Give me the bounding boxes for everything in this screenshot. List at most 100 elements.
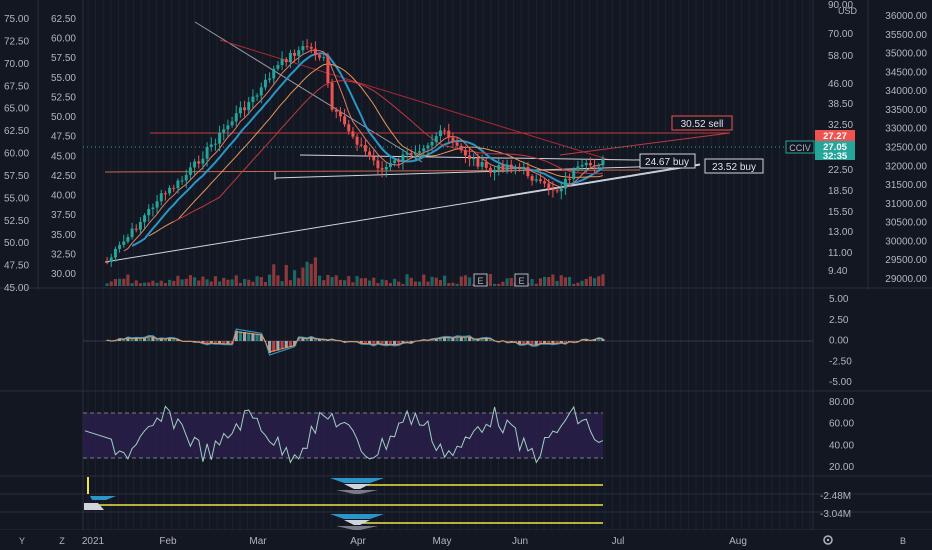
earnings-markers[interactable]: E E	[473, 273, 529, 287]
candle-body[interactable]	[276, 65, 280, 69]
candle-body[interactable]	[438, 130, 442, 137]
candle-body[interactable]	[463, 150, 467, 156]
secondary-price-axis[interactable]: 36000.00 35500.00 35000.00 34500.00 34000.00…	[885, 11, 927, 285]
candle-body[interactable]	[284, 59, 288, 63]
symbol-badge[interactable]: CCIV	[785, 140, 815, 154]
candle-body[interactable]	[347, 124, 351, 132]
candle-body[interactable]	[526, 167, 530, 177]
candle-body[interactable]	[576, 166, 580, 170]
candle-body[interactable]	[376, 160, 380, 169]
candle-body[interactable]	[143, 215, 147, 223]
candle-body[interactable]	[497, 165, 501, 170]
candle-body[interactable]	[351, 131, 355, 137]
candle-body[interactable]	[384, 167, 388, 170]
candle-body[interactable]	[372, 156, 376, 161]
candle-body[interactable]	[243, 107, 247, 111]
candle-body[interactable]	[272, 68, 276, 79]
candle-body[interactable]	[259, 87, 263, 96]
candle-body[interactable]	[380, 168, 384, 170]
candle-body[interactable]	[184, 174, 188, 181]
candle-body[interactable]	[134, 228, 138, 230]
candle-body[interactable]	[255, 95, 259, 97]
candle-body[interactable]	[359, 144, 363, 146]
candle-body[interactable]	[343, 116, 347, 125]
candle-body[interactable]	[118, 244, 122, 249]
candle-body[interactable]	[518, 168, 522, 170]
candle-body[interactable]	[522, 167, 526, 169]
log-price-axis[interactable]: 70.00 58.00 46.00 38.50 32.50 22.50 18.50 15.50…	[828, 29, 853, 277]
candle-body[interactable]	[168, 187, 172, 194]
candle-body[interactable]	[147, 208, 151, 216]
candle-body[interactable]	[401, 154, 405, 162]
candle-body[interactable]	[205, 146, 209, 159]
candle-body[interactable]	[151, 207, 155, 209]
candle-body[interactable]	[572, 169, 576, 180]
left-price-axis-a[interactable]: 75.00 72.50 70.00 67.50 65.00 62.50 60.00 57.50…	[4, 14, 29, 294]
candle-body[interactable]	[172, 187, 176, 189]
candle-body[interactable]	[288, 52, 292, 63]
candle-body[interactable]	[330, 82, 334, 110]
candle-body[interactable]	[155, 201, 159, 208]
candle-body[interactable]	[559, 188, 563, 192]
candle-body[interactable]	[484, 162, 488, 168]
candle-body[interactable]	[530, 176, 534, 181]
candle-body[interactable]	[430, 141, 434, 146]
annotation-buy-1[interactable]: 24.67 buy	[639, 153, 696, 169]
candle-body[interactable]	[472, 158, 476, 160]
candle-body[interactable]	[568, 178, 572, 180]
corner-button-left[interactable]: Y	[19, 536, 25, 546]
candle-body[interactable]	[534, 179, 538, 181]
candle-body[interactable]	[226, 125, 230, 130]
candle-body[interactable]	[388, 163, 392, 168]
candle-body[interactable]	[488, 167, 492, 173]
earnings-marker-1[interactable]: E	[473, 273, 488, 287]
candle-body[interactable]	[405, 153, 409, 155]
candle-body[interactable]	[338, 111, 342, 117]
candle-body[interactable]	[588, 162, 592, 166]
candle-body[interactable]	[213, 143, 217, 145]
candle-body[interactable]	[105, 261, 109, 263]
candle-body[interactable]	[130, 228, 134, 238]
candle-body[interactable]	[122, 241, 126, 245]
candle-body[interactable]	[176, 180, 180, 189]
candle-body[interactable]	[443, 130, 447, 132]
candle-body[interactable]	[509, 164, 513, 170]
candle-body[interactable]	[597, 165, 601, 167]
candle-body[interactable]	[193, 161, 197, 168]
candle-body[interactable]	[538, 179, 542, 182]
candle-body[interactable]	[547, 183, 551, 190]
candle-body[interactable]	[293, 52, 297, 56]
candle-body[interactable]	[476, 158, 480, 167]
rsi-axis[interactable]: 80.00 60.00 40.00 20.00	[829, 397, 854, 473]
annotation-buy-2[interactable]: 23.52 buy	[704, 158, 764, 174]
time-axis[interactable]: 2021 Feb Mar Apr May Jun Jul Aug	[82, 536, 747, 547]
candle-body[interactable]	[218, 132, 222, 144]
candle-body[interactable]	[247, 102, 251, 111]
candle-body[interactable]	[480, 162, 484, 167]
earnings-marker-2[interactable]: E	[514, 273, 529, 287]
candle-body[interactable]	[238, 107, 242, 114]
candle-body[interactable]	[551, 189, 555, 191]
candle-body[interactable]	[209, 144, 213, 147]
candle-body[interactable]	[309, 46, 313, 49]
candle-body[interactable]	[418, 151, 422, 153]
trendline-downtrend-grey[interactable]	[194, 21, 423, 163]
candle-body[interactable]	[468, 155, 472, 159]
candle-body[interactable]	[563, 178, 567, 189]
trendline-uptrend-2[interactable]	[479, 163, 701, 201]
candle-body[interactable]	[513, 168, 517, 170]
corner-button-zoom[interactable]: Z	[59, 536, 65, 546]
candle-body[interactable]	[459, 145, 463, 151]
candle-body[interactable]	[393, 160, 397, 164]
candle-body[interactable]	[301, 46, 305, 51]
candle-body[interactable]	[505, 164, 509, 171]
candle-body[interactable]	[543, 181, 547, 184]
hline-23-52[interactable]	[274, 164, 701, 179]
candle-body[interactable]	[109, 257, 113, 262]
candle-body[interactable]	[368, 151, 372, 157]
sell-connector[interactable]	[559, 132, 731, 156]
candle-body[interactable]	[180, 180, 184, 182]
candle-body[interactable]	[113, 248, 117, 258]
candle-body[interactable]	[268, 78, 272, 80]
candle-body[interactable]	[593, 165, 597, 167]
